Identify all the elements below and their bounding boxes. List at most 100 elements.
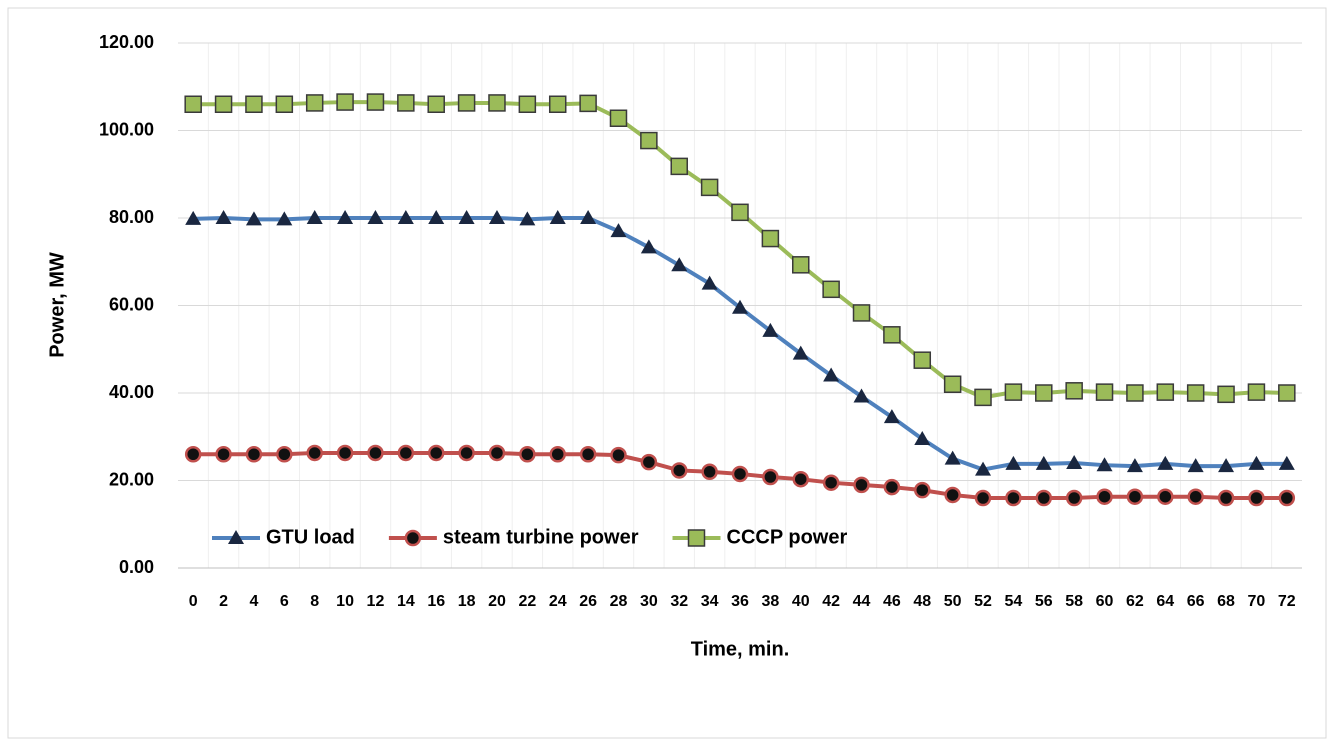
marker bbox=[1065, 382, 1083, 400]
marker bbox=[580, 210, 597, 224]
y-tick-label: 80.00 bbox=[109, 207, 154, 227]
marker bbox=[732, 299, 748, 314]
x-tick-label: 38 bbox=[761, 593, 779, 610]
marker bbox=[883, 409, 900, 424]
legend-marker bbox=[228, 530, 244, 544]
marker bbox=[427, 95, 445, 113]
marker bbox=[944, 450, 961, 465]
marker bbox=[184, 446, 202, 463]
x-tick-label: 62 bbox=[1126, 593, 1144, 610]
legend-entry: CCCP power bbox=[672, 526, 848, 548]
x-tick-label: 24 bbox=[549, 593, 567, 610]
x-axis-title: Time, min. bbox=[691, 638, 790, 660]
marker bbox=[1035, 489, 1053, 507]
marker bbox=[853, 388, 870, 403]
chart-border bbox=[7, 7, 1327, 739]
marker bbox=[640, 131, 658, 150]
marker bbox=[488, 94, 506, 112]
marker bbox=[640, 453, 658, 471]
marker bbox=[1157, 455, 1174, 470]
x-tick-label: 44 bbox=[853, 593, 871, 610]
marker bbox=[1217, 385, 1235, 404]
marker bbox=[306, 444, 323, 462]
x-tick-label: 2 bbox=[219, 593, 228, 610]
marker bbox=[1278, 384, 1296, 402]
marker bbox=[519, 211, 536, 226]
marker bbox=[549, 210, 566, 224]
marker bbox=[609, 109, 628, 127]
marker bbox=[731, 465, 749, 483]
y-tick-label: 60.00 bbox=[109, 294, 154, 314]
marker bbox=[184, 95, 202, 113]
y-tick-label: 120.00 bbox=[99, 32, 154, 52]
x-tick-label: 68 bbox=[1217, 593, 1235, 610]
marker bbox=[1278, 455, 1295, 470]
x-tick-label: 30 bbox=[640, 593, 658, 610]
marker bbox=[1096, 488, 1113, 505]
marker bbox=[367, 210, 384, 224]
marker bbox=[944, 486, 961, 504]
marker bbox=[1035, 384, 1053, 402]
x-tick-label: 36 bbox=[731, 593, 749, 610]
legend-entry: steam turbine power bbox=[388, 526, 639, 548]
marker bbox=[306, 210, 323, 224]
x-tick-label: 52 bbox=[974, 593, 992, 610]
x-tick-label: 34 bbox=[701, 593, 719, 610]
marker bbox=[519, 446, 536, 463]
marker bbox=[610, 223, 627, 238]
x-tick-label: 60 bbox=[1096, 593, 1114, 610]
x-tick-label: 70 bbox=[1248, 593, 1266, 610]
marker bbox=[974, 388, 992, 407]
marker bbox=[428, 210, 445, 224]
marker bbox=[276, 446, 293, 463]
legend-label: CCCP power bbox=[727, 526, 848, 548]
marker bbox=[1186, 384, 1205, 402]
marker bbox=[761, 229, 780, 248]
marker bbox=[397, 94, 415, 112]
marker bbox=[579, 94, 597, 113]
x-tick-label: 28 bbox=[610, 593, 628, 610]
x-tick-label: 58 bbox=[1065, 593, 1083, 610]
x-tick-label: 72 bbox=[1278, 593, 1296, 610]
marker bbox=[305, 94, 324, 112]
marker bbox=[397, 444, 415, 462]
marker bbox=[1035, 455, 1052, 470]
marker bbox=[518, 95, 537, 113]
legend-marker bbox=[404, 529, 422, 547]
marker bbox=[1217, 489, 1235, 507]
marker bbox=[914, 481, 931, 499]
marker bbox=[852, 304, 871, 322]
marker bbox=[883, 326, 901, 344]
marker bbox=[1126, 384, 1144, 402]
marker bbox=[670, 157, 688, 176]
marker bbox=[1005, 489, 1022, 507]
x-tick-label: 50 bbox=[944, 593, 962, 610]
marker bbox=[1096, 457, 1113, 472]
x-tick-label: 32 bbox=[670, 593, 688, 610]
marker bbox=[427, 444, 445, 462]
x-tick-label: 42 bbox=[822, 593, 840, 610]
marker bbox=[731, 203, 749, 222]
marker bbox=[640, 239, 657, 254]
y-tick-label: 0.00 bbox=[119, 557, 154, 577]
y-tick-label: 40.00 bbox=[109, 382, 154, 402]
legend-label: steam turbine power bbox=[443, 526, 639, 548]
marker bbox=[336, 93, 354, 111]
x-tick-label: 12 bbox=[367, 593, 385, 610]
marker bbox=[1218, 458, 1235, 473]
marker bbox=[610, 446, 627, 464]
marker bbox=[914, 430, 931, 445]
marker bbox=[215, 210, 232, 224]
marker bbox=[822, 474, 840, 491]
marker bbox=[974, 489, 992, 507]
x-tick-label: 64 bbox=[1156, 593, 1174, 610]
x-tick-label: 66 bbox=[1187, 593, 1205, 610]
marker bbox=[943, 375, 962, 393]
marker bbox=[336, 444, 354, 462]
x-tick-label: 48 bbox=[913, 593, 931, 610]
marker bbox=[701, 275, 718, 290]
x-tick-label: 46 bbox=[883, 593, 901, 610]
marker bbox=[1126, 458, 1143, 473]
marker bbox=[823, 367, 840, 382]
marker bbox=[366, 93, 385, 111]
